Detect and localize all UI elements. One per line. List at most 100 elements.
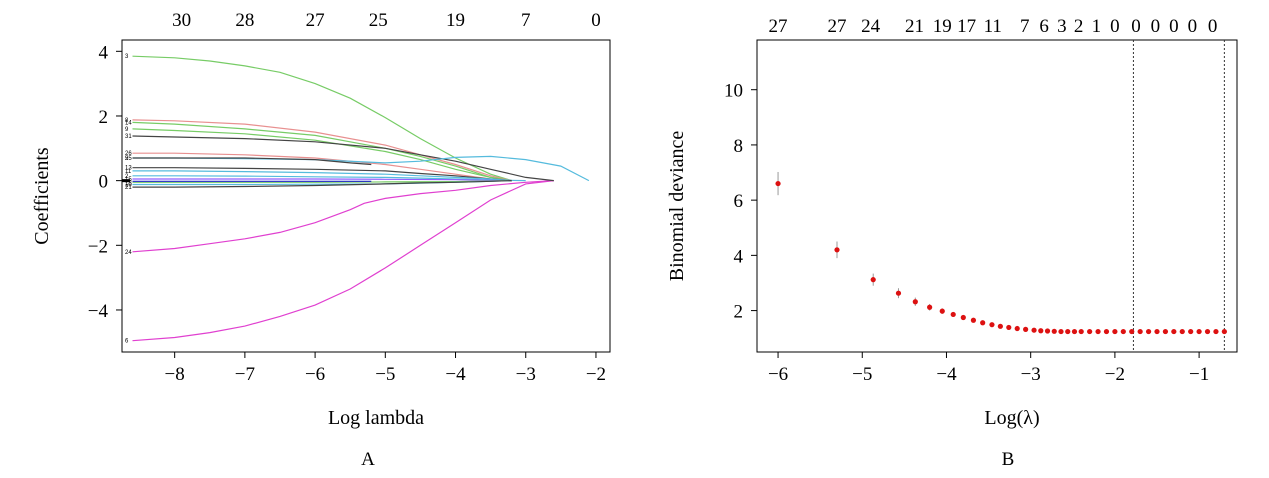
deviance-point bbox=[950, 311, 956, 318]
x-tick-label: −3 bbox=[516, 364, 536, 385]
coefficient-path bbox=[132, 178, 512, 182]
series-label: 3 bbox=[125, 54, 129, 60]
y-tick-label: −2 bbox=[88, 236, 108, 257]
coefficient-path bbox=[132, 180, 554, 253]
top-axis-label: 1 bbox=[1092, 16, 1102, 37]
series-label: 6 bbox=[125, 339, 129, 345]
x-tick-label: −8 bbox=[165, 364, 185, 385]
panel-b-y-axis: 2 4 6 8 10 bbox=[724, 81, 757, 323]
top-axis-label: 27 bbox=[769, 16, 788, 37]
coefficient-path bbox=[132, 180, 554, 342]
top-axis-label: 0 bbox=[591, 10, 601, 31]
top-axis-label: 17 bbox=[957, 16, 976, 37]
panel-a-y-axis: −4 −2 0 2 4 bbox=[88, 42, 122, 322]
series-label: 15 bbox=[125, 177, 132, 183]
deviance-point bbox=[775, 180, 781, 187]
deviance-point bbox=[1087, 328, 1093, 335]
series-label: 8 bbox=[125, 118, 129, 124]
deviance-point bbox=[1038, 328, 1044, 334]
top-axis-label: 24 bbox=[861, 16, 881, 37]
x-tick-label: −4 bbox=[936, 364, 957, 385]
deviance-point bbox=[980, 320, 986, 326]
top-axis-label: 0 bbox=[1151, 16, 1161, 37]
series-label: 10 bbox=[125, 183, 132, 189]
x-tick-label: −2 bbox=[586, 364, 606, 385]
top-axis-label: 19 bbox=[933, 16, 952, 37]
deviance-point bbox=[1031, 327, 1037, 333]
deviance-point bbox=[997, 323, 1003, 329]
series-label: 25 bbox=[125, 156, 132, 162]
deviance-point bbox=[1112, 328, 1118, 335]
coefficient-path bbox=[132, 170, 512, 182]
series-label: 14 bbox=[125, 120, 132, 126]
deviance-point bbox=[834, 247, 840, 253]
coefficient-path bbox=[132, 119, 512, 182]
deviance-point bbox=[1014, 325, 1020, 332]
x-tick-label: −6 bbox=[305, 364, 325, 385]
y-tick-label: 8 bbox=[734, 136, 744, 157]
top-axis-label: 0 bbox=[1188, 16, 1198, 37]
series-label: 31 bbox=[125, 134, 132, 140]
x-tick-label: −3 bbox=[1021, 364, 1041, 385]
panel-a-series-group bbox=[122, 55, 590, 342]
top-axis-label: 19 bbox=[446, 10, 465, 31]
deviance-point bbox=[1095, 328, 1101, 335]
deviance-point bbox=[1154, 328, 1160, 335]
top-axis-label: 21 bbox=[905, 16, 924, 37]
deviance-point bbox=[939, 308, 945, 314]
series-label: 24 bbox=[125, 250, 132, 256]
deviance-point bbox=[870, 277, 876, 283]
panel-a-x-axis: −8 −7 −6 −5 −4 −3 −2 bbox=[165, 352, 606, 385]
series-label: 11 bbox=[125, 169, 132, 175]
panel-a-x-axis-title: Log lambda bbox=[328, 407, 424, 429]
deviance-point bbox=[1145, 328, 1152, 335]
deviance-point bbox=[960, 314, 966, 321]
deviance-point bbox=[1058, 328, 1064, 335]
deviance-point bbox=[1103, 328, 1110, 335]
deviance-point bbox=[1023, 326, 1029, 332]
coefficient-path bbox=[132, 135, 554, 182]
x-tick-label: −5 bbox=[375, 364, 395, 385]
panel-a-label: A bbox=[361, 449, 375, 470]
deviance-point bbox=[1006, 324, 1012, 331]
y-tick-label: 0 bbox=[99, 172, 109, 193]
coefficient-path bbox=[132, 55, 512, 182]
series-label: 5 bbox=[125, 156, 129, 162]
panel-b-label: B bbox=[1002, 449, 1015, 470]
top-axis-label: 7 bbox=[521, 10, 531, 31]
y-tick-label: 6 bbox=[734, 191, 744, 212]
y-tick-label: −4 bbox=[88, 301, 109, 322]
panel-b-lambda-reference-lines bbox=[1132, 40, 1225, 352]
panel-b-x-axis-title: Log(λ) bbox=[984, 407, 1039, 429]
top-axis-label: 7 bbox=[1020, 16, 1030, 37]
deviance-point bbox=[1162, 328, 1169, 335]
top-axis-label: 0 bbox=[1208, 16, 1218, 37]
top-axis-label: 0 bbox=[1131, 16, 1141, 37]
x-tick-label: −4 bbox=[445, 364, 466, 385]
series-label: 9 bbox=[125, 127, 129, 133]
series-label: 13 bbox=[125, 166, 132, 172]
series-label: 26 bbox=[125, 151, 132, 157]
top-axis-label: 27 bbox=[828, 16, 847, 37]
x-tick-label: −6 bbox=[768, 364, 788, 385]
deviance-point bbox=[912, 299, 918, 305]
x-tick-label: −2 bbox=[1105, 364, 1125, 385]
panel-b-points-group bbox=[775, 171, 1227, 335]
x-tick-label: −7 bbox=[235, 364, 255, 385]
deviance-point bbox=[1044, 328, 1051, 334]
deviance-point bbox=[989, 322, 995, 328]
y-tick-label: 2 bbox=[99, 107, 109, 128]
panel-b-plot-frame bbox=[756, 39, 1238, 353]
deviance-point bbox=[1179, 328, 1185, 335]
deviance-point bbox=[1129, 328, 1135, 335]
series-label: 2 bbox=[125, 174, 129, 180]
series-label: 18 bbox=[125, 180, 132, 186]
coefficient-path bbox=[132, 180, 512, 188]
top-axis-label: 0 bbox=[1110, 16, 1120, 37]
top-axis-label: 11 bbox=[984, 16, 1002, 37]
panel-a-plot-frame bbox=[121, 39, 611, 353]
panel-a-top-axis: 30 28 27 25 19 7 0 bbox=[172, 10, 601, 31]
top-axis-label: 30 bbox=[172, 10, 191, 31]
top-axis-label: 6 bbox=[1039, 16, 1049, 37]
